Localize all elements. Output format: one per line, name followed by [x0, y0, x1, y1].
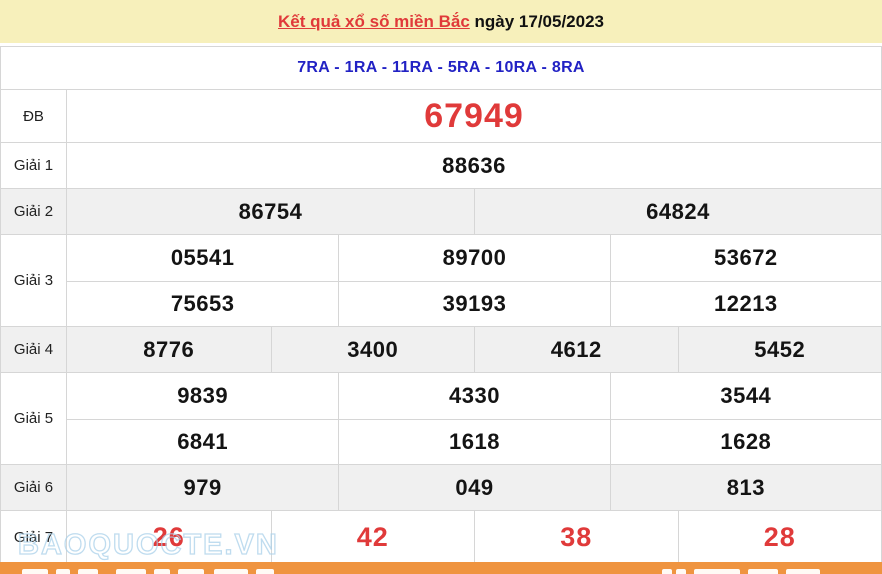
page-title: Kết quả xổ số miền Bắc ngày 17/05/2023: [278, 12, 604, 32]
clipped-text-fragment: [786, 569, 820, 574]
prize-row-g1: Giải 1 88636: [1, 142, 881, 188]
clipped-text-fragment: [78, 569, 98, 574]
prize-number: 12213: [609, 280, 881, 326]
prize-label: Giải 5: [1, 373, 67, 464]
prize-number: 39193: [338, 280, 610, 326]
results-table: 7RA - 1RA - 11RA - 5RA - 10RA - 8RA ĐB 67…: [0, 46, 882, 565]
clipped-text-fragment: [748, 569, 778, 574]
prize-row-g2: Giải 2 86754 64824: [1, 188, 881, 234]
prize-number: 1618: [338, 418, 610, 464]
prize-label: Giải 1: [1, 143, 67, 188]
prize-number: 9839: [177, 382, 229, 408]
prize-number: 75653: [67, 280, 339, 327]
clipped-text-fragment: [22, 569, 48, 574]
prize-number: 049: [338, 465, 609, 510]
prize-number: 5452: [677, 327, 882, 372]
prize-number: 6841: [67, 418, 339, 465]
prize-row-g5: Giải 5 9839 4330 3544 6841 1618 1628: [1, 372, 881, 464]
prize-number: 1628: [609, 418, 881, 464]
prize-number: 979: [183, 474, 222, 500]
prize-number: 4330: [338, 373, 609, 419]
clipped-text-fragment: [154, 569, 170, 574]
title-bar: Kết quả xổ số miền Bắc ngày 17/05/2023: [0, 0, 882, 43]
prize-row-g3: Giải 3 05541 89700 53672 75653 39193 12213: [1, 234, 881, 326]
prize-label: Giải 6: [1, 465, 67, 510]
prize-number: 05541: [170, 244, 235, 270]
title-link[interactable]: Kết quả xổ số miền Bắc: [278, 11, 470, 31]
prize-row-g7: Giải 7 26 42 38 28: [1, 510, 881, 564]
draw-codes-row: 7RA - 1RA - 11RA - 5RA - 10RA - 8RA: [297, 59, 585, 76]
prize-row-g4: Giải 4 8776 3400 4612 5452: [1, 326, 881, 372]
prize-number: 26: [152, 522, 185, 552]
prize-number: 89700: [338, 235, 609, 281]
prize-number: 64824: [474, 189, 881, 234]
prize-number: 38: [474, 511, 678, 564]
prize-number: 86754: [238, 198, 303, 224]
prize-number: 42: [270, 511, 475, 564]
prize-row-db: ĐB 67949: [1, 89, 881, 142]
prize-number: 3400: [270, 327, 475, 372]
clipped-text-fragment: [694, 569, 740, 574]
clipped-text-fragment: [214, 569, 248, 574]
prize-number: 67949: [424, 96, 524, 135]
prize-label: Giải 2: [1, 189, 67, 234]
clipped-icon-fragment: [662, 569, 672, 574]
clipped-text-fragment: [178, 569, 204, 574]
prize-number: 813: [609, 465, 881, 510]
clipped-icon-fragment: [676, 569, 686, 574]
bottom-bar: [0, 562, 882, 574]
prize-label: ĐB: [1, 90, 67, 142]
prize-label: Giải 7: [1, 511, 67, 564]
prize-label: Giải 3: [1, 235, 67, 326]
prize-number: 28: [677, 511, 882, 564]
prize-number: 8776: [143, 336, 195, 362]
prize-number: 4612: [474, 327, 678, 372]
clipped-text-fragment: [116, 569, 146, 574]
clipped-text-fragment: [56, 569, 70, 574]
prize-number: 53672: [609, 235, 881, 281]
prize-row-g6: Giải 6 979 049 813: [1, 464, 881, 510]
prize-number: 88636: [442, 152, 506, 178]
prize-number: 3544: [609, 373, 881, 419]
prize-label: Giải 4: [1, 327, 67, 372]
clipped-text-fragment: [256, 569, 274, 574]
title-date: ngày 17/05/2023: [469, 11, 605, 31]
